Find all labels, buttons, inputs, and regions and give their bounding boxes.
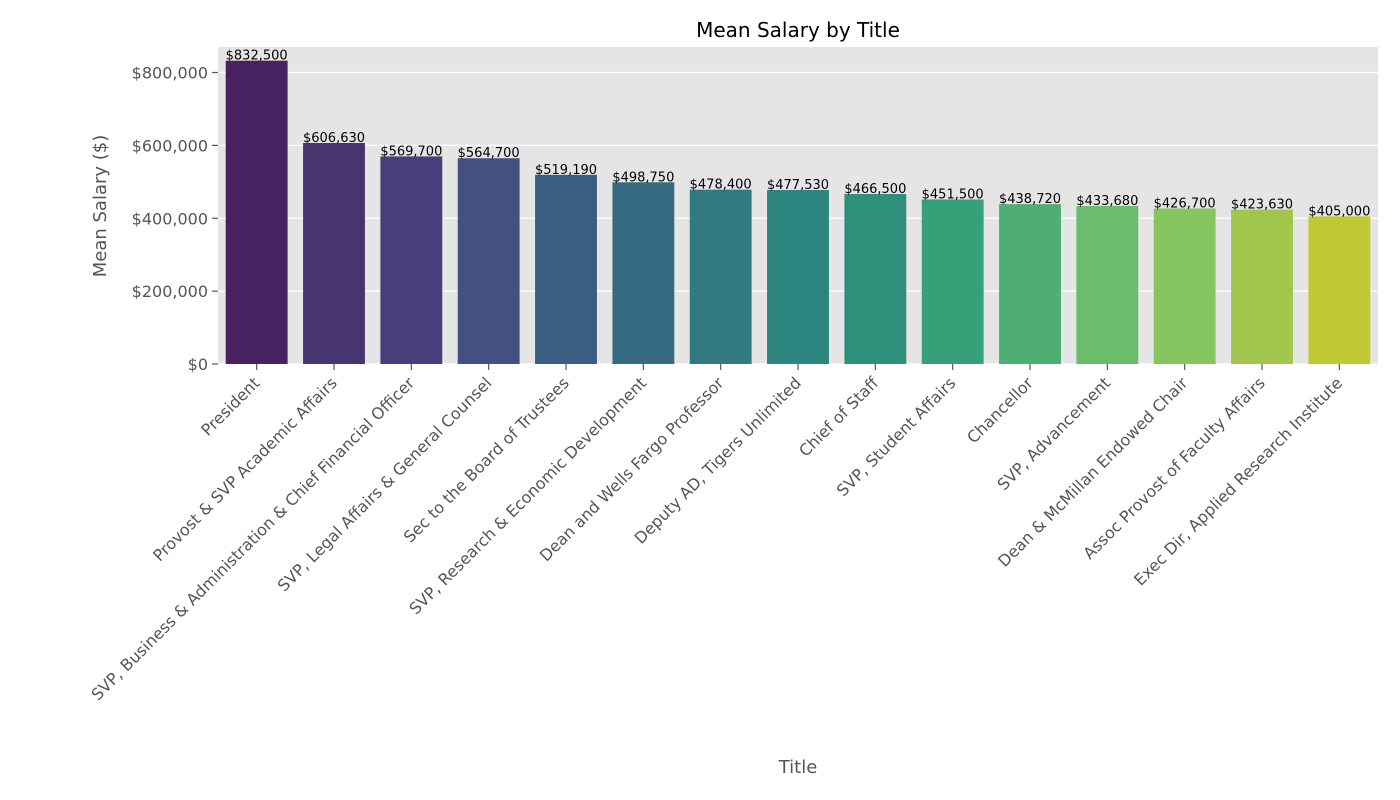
x-tick-label: Chancellor <box>963 373 1037 447</box>
bar-value-label: $438,720 <box>999 192 1061 207</box>
bar <box>767 190 829 364</box>
bar <box>1153 208 1216 364</box>
bar-value-label: $477,530 <box>767 178 829 193</box>
data-labels: $832,500 $606,630 $569,700 $564,700 $519,190… <box>226 49 1371 220</box>
chart-title: Mean Salary by Title <box>696 18 900 42</box>
x-tick-label: SVP, Business & Administration & Chief F… <box>88 373 419 704</box>
y-tick-label: $800,000 <box>132 64 208 83</box>
x-tick-label: Chief of Staff <box>795 373 883 461</box>
y-axis-ticks: $0 $200,000 $400,000 $600,000 $800,000 <box>132 64 218 374</box>
bar <box>225 60 288 365</box>
bar <box>1231 209 1293 364</box>
bar-value-label: $423,630 <box>1231 198 1293 213</box>
bar <box>689 189 752 364</box>
bar-value-label: $466,500 <box>844 182 906 197</box>
x-axis-label: Title <box>778 757 818 778</box>
y-tick-label: $200,000 <box>132 282 208 301</box>
y-tick-label: $400,000 <box>132 209 208 228</box>
bar <box>844 194 907 364</box>
bar-value-label: $564,700 <box>458 146 520 161</box>
bar <box>612 182 675 364</box>
bar <box>303 142 365 364</box>
x-tick-label: President <box>197 373 263 439</box>
bar <box>457 158 520 364</box>
bar <box>535 174 597 364</box>
bar-value-label: $451,500 <box>922 187 984 202</box>
bar-value-label: $519,190 <box>535 163 597 178</box>
bar-value-label: $478,400 <box>690 178 752 193</box>
bar <box>380 156 443 364</box>
bar-value-label: $426,700 <box>1154 197 1216 212</box>
x-tick-label: Sec to the Board of Trustees <box>400 373 573 546</box>
bar-value-label: $433,680 <box>1076 194 1138 209</box>
bar-value-label: $832,500 <box>226 49 288 64</box>
bar <box>1076 205 1139 364</box>
bar-value-label: $498,750 <box>612 170 674 185</box>
bar <box>999 204 1061 364</box>
y-tick-label: $600,000 <box>132 136 208 155</box>
y-tick-label: $0 <box>188 355 208 374</box>
bar <box>1308 216 1371 364</box>
bars <box>225 60 1371 365</box>
bar-value-label: $606,630 <box>303 131 365 146</box>
bar-value-label: $569,700 <box>380 144 442 159</box>
y-axis-label: Mean Salary ($) <box>90 135 111 278</box>
bar-value-label: $405,000 <box>1308 204 1370 219</box>
x-tick-label: Deputy AD, Tigers Unlimited <box>631 373 805 547</box>
bar <box>921 199 984 364</box>
